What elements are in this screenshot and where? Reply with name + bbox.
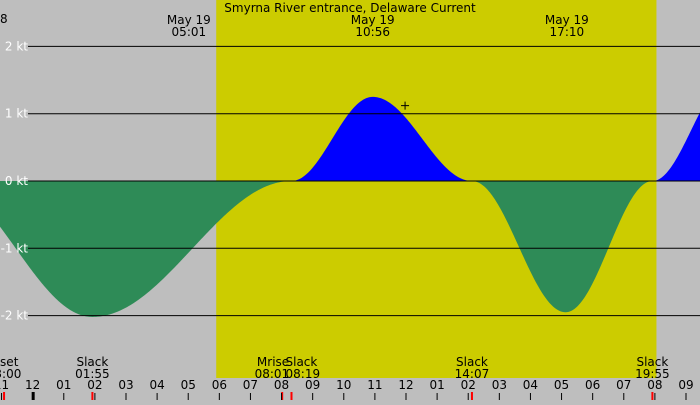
extremum-time-label: 05:01	[172, 25, 207, 39]
hour-tick-label: 01	[429, 378, 444, 392]
hour-tick-label: 08	[647, 378, 662, 392]
y-tick-label: -2 kt	[1, 309, 29, 323]
hour-tick-label: 08	[274, 378, 289, 392]
hour-tick-label: 09	[678, 378, 693, 392]
event-time-label: 23:00	[0, 367, 21, 381]
extremum-date-label: May 19	[167, 13, 211, 27]
cursor-plus-marker	[401, 101, 410, 110]
corner-label: 8	[0, 12, 8, 26]
hour-tick-label: 07	[616, 378, 631, 392]
event-name-label: Slack	[636, 355, 668, 369]
extremum-time-label: 17:10	[550, 25, 585, 39]
y-tick-label: -1 kt	[1, 241, 29, 255]
event-name-label: Mrise	[257, 355, 289, 369]
hour-tick-label: 01	[56, 378, 71, 392]
event-name-label: Slack	[76, 355, 108, 369]
hour-tick-label: 09	[305, 378, 320, 392]
hour-tick-label: 07	[243, 378, 258, 392]
hour-tick-label: 05	[181, 378, 196, 392]
hour-tick-label: 04	[523, 378, 538, 392]
hour-tick-label: 06	[585, 378, 600, 392]
midnight-marker	[31, 392, 35, 400]
hour-tick-label: 03	[118, 378, 133, 392]
event-time-label: 19:55	[635, 367, 670, 381]
extremum-time-label: 10:56	[355, 25, 390, 39]
y-tick-label: 2 kt	[5, 39, 28, 53]
hour-tick-label: 11	[0, 378, 9, 392]
event-time-label: 08:19	[286, 367, 321, 381]
y-tick-label: 0 kt	[5, 174, 28, 188]
hour-tick-label: 12	[25, 378, 40, 392]
event-time-label: 08:01	[255, 367, 290, 381]
hour-tick-label: 12	[398, 378, 413, 392]
hour-tick-label: 02	[87, 378, 102, 392]
hour-tick-label: 05	[554, 378, 569, 392]
y-tick-label: 1 kt	[5, 107, 28, 121]
hour-tick-label: 02	[461, 378, 476, 392]
event-time-label: 14:07	[455, 367, 490, 381]
hour-tick-label: 11	[367, 378, 382, 392]
extremum-date-label: May 19	[545, 13, 589, 27]
event-name-label: Slack	[286, 355, 318, 369]
hour-tick-label: 06	[212, 378, 227, 392]
hour-tick-label: 03	[492, 378, 507, 392]
event-name-label: Slack	[456, 355, 488, 369]
hour-tick-label: 04	[149, 378, 164, 392]
event-name-label: Mset	[0, 355, 19, 369]
chart-title: Smyrna River entrance, Delaware Current	[224, 1, 476, 15]
flood-current-area	[0, 96, 700, 181]
ebb-current-area	[0, 181, 700, 317]
event-time-label: 01:55	[75, 367, 110, 381]
extremum-date-label: May 19	[351, 13, 395, 27]
hour-tick-label: 10	[336, 378, 351, 392]
